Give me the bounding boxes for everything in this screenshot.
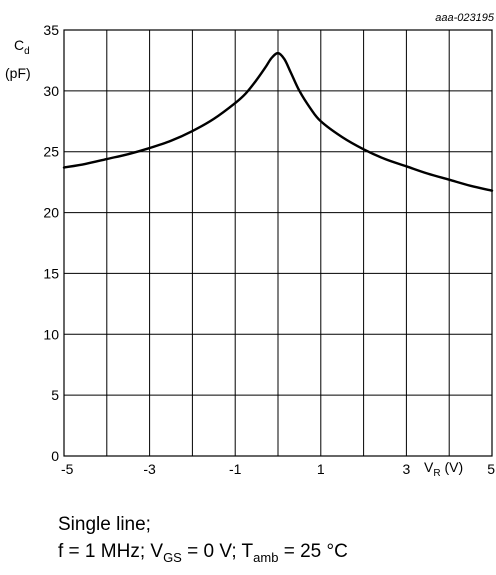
caption-temp-prefix: = 0 V; T: [181, 541, 254, 562]
y-tick-label: 5: [51, 387, 59, 403]
caption-line-1: Single line;: [58, 514, 151, 535]
caption-frequency: f = 1 MHz; V: [58, 541, 164, 562]
y-axis-symbol: C: [14, 37, 24, 53]
x-tick-label: 1: [317, 461, 325, 477]
series-line: [62, 51, 494, 192]
y-tick-label: 10: [43, 326, 59, 342]
x-tick-label: -3: [143, 461, 156, 477]
x-axis-unit: (V): [444, 459, 463, 475]
y-axis-unit: (pF): [5, 65, 31, 81]
y-tick-label: 25: [43, 144, 59, 160]
x-axis-symbol: V: [424, 459, 434, 475]
plot-border: [63, 29, 493, 457]
y-tick-labels: 0 5 10 15 20 25 30 35: [43, 22, 59, 464]
caption-gs-subscript: GS: [163, 549, 182, 565]
y-tick-label: 35: [43, 22, 59, 38]
x-tick-label: -5: [61, 461, 74, 477]
y-tick-label: 0: [51, 448, 59, 464]
grid-lines: [63, 29, 493, 457]
y-axis-subscript: d: [24, 46, 30, 57]
caption-temp-value: = 25 °C: [278, 541, 348, 562]
x-tick-labels: -5 -3 -1 1 3 5: [61, 461, 495, 477]
y-tick-label: 20: [43, 205, 59, 221]
x-tick-label: 3: [403, 461, 411, 477]
caption-line-2: f = 1 MHz; VGS = 0 V; Tamb = 25 °C: [58, 541, 348, 565]
x-axis-label: VR (V): [424, 459, 463, 479]
document-id: aaa-023195: [435, 12, 495, 24]
y-axis-label: Cd: [14, 37, 30, 57]
x-tick-label: -1: [229, 461, 242, 477]
y-tick-label: 30: [43, 83, 59, 99]
caption-amb-subscript: amb: [253, 549, 279, 565]
y-tick-label: 15: [43, 265, 59, 281]
x-tick-label: 5: [487, 461, 495, 477]
x-axis-subscript: R: [433, 468, 440, 479]
